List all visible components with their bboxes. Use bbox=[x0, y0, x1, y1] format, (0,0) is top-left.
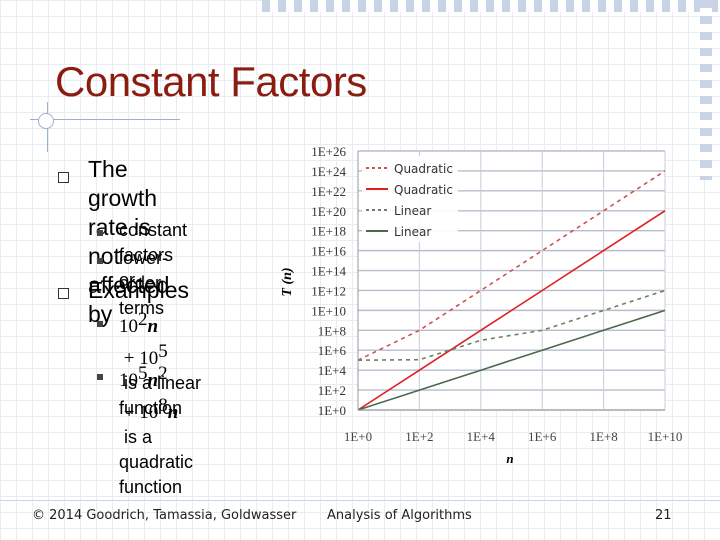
footer-divider bbox=[0, 500, 720, 501]
series-line-4 bbox=[357, 309, 666, 411]
footer-course: Analysis of Algorithms bbox=[327, 508, 472, 523]
x-tick-label: 1E+4 bbox=[467, 429, 496, 444]
legend-box bbox=[362, 156, 458, 242]
x-tick-label: 1E+6 bbox=[528, 429, 557, 444]
series-line-2 bbox=[357, 210, 666, 411]
footer-copyright: © 2014 Goodrich, Tamassia, Goldwasser bbox=[32, 508, 297, 523]
chart-series bbox=[357, 170, 666, 411]
right-decoration-bar bbox=[700, 0, 712, 180]
sub-bullet-2-2: 105n2 + 108n is a quadratic function bbox=[119, 363, 194, 497]
x-tick-label: 1E+8 bbox=[589, 429, 617, 444]
bullet-1-line-2: not affected by bbox=[88, 243, 170, 327]
title-rule bbox=[30, 119, 180, 120]
x-axis-label: n bbox=[506, 451, 513, 466]
slide-title: Constant Factors bbox=[55, 58, 367, 105]
y-tick-label: 1E+6 bbox=[318, 343, 347, 358]
y-tick-label: 1E+20 bbox=[311, 204, 346, 219]
y-tick-label: 1E+8 bbox=[318, 323, 346, 338]
x-tick-label: 1E+10 bbox=[648, 429, 683, 444]
y-tick-label: 1E+2 bbox=[318, 383, 346, 398]
chart-legend: Quadratic Quadratic Linear Linear bbox=[362, 156, 458, 242]
y-tick-label: 1E+12 bbox=[311, 283, 346, 298]
sub-bullet-marker bbox=[97, 258, 103, 264]
y-axis-label: T (n) bbox=[280, 267, 295, 296]
sub-bullet-marker bbox=[97, 321, 103, 327]
y-tick-label: 1E+24 bbox=[311, 164, 346, 179]
y-tick-label: 1E+10 bbox=[311, 303, 346, 318]
legend-entry: Linear bbox=[394, 204, 431, 218]
legend-entry: Quadratic bbox=[394, 162, 453, 176]
sub-bullet-1-2: lower-order terms bbox=[119, 248, 169, 318]
y-tick-label: 1E+16 bbox=[311, 244, 346, 259]
series-line-3 bbox=[357, 289, 666, 361]
sub-bullet-marker bbox=[97, 374, 103, 380]
y-tick-label: 1E+0 bbox=[318, 403, 346, 418]
bullet-marker bbox=[58, 172, 69, 183]
title-ornament bbox=[38, 113, 54, 129]
sub-bullet-1-1: constant factors or bbox=[119, 220, 188, 290]
bullet-2: Examples bbox=[88, 276, 189, 305]
chart-axes: 1E+0 1E+2 1E+4 1E+6 1E+8 1E+10 1E+12 1E+14 1E+16… bbox=[311, 144, 682, 444]
sub-bullet-marker bbox=[97, 230, 103, 236]
y-tick-label: 1E+4 bbox=[318, 363, 347, 378]
legend-entry: Quadratic bbox=[394, 183, 453, 197]
y-tick-label: 1E+18 bbox=[311, 224, 346, 239]
series-line-1 bbox=[357, 170, 666, 361]
sub-bullet-2-1: 102n + 105 is a linear function bbox=[119, 309, 202, 418]
top-decoration-bar bbox=[262, 0, 720, 12]
footer-page-number: 21 bbox=[655, 508, 672, 523]
legend-entry: Linear bbox=[394, 225, 431, 239]
y-tick-label: 1E+26 bbox=[311, 144, 346, 159]
bullet-2-line-1: Examples bbox=[88, 277, 189, 303]
y-tick-label: 1E+22 bbox=[311, 184, 346, 199]
bullet-1: The growth rate is not affected by bbox=[88, 155, 169, 329]
y-tick-label: 1E+14 bbox=[311, 264, 346, 279]
x-tick-label: 1E+2 bbox=[405, 429, 433, 444]
x-tick-label: 1E+0 bbox=[344, 429, 372, 444]
bullet-marker bbox=[58, 288, 69, 299]
